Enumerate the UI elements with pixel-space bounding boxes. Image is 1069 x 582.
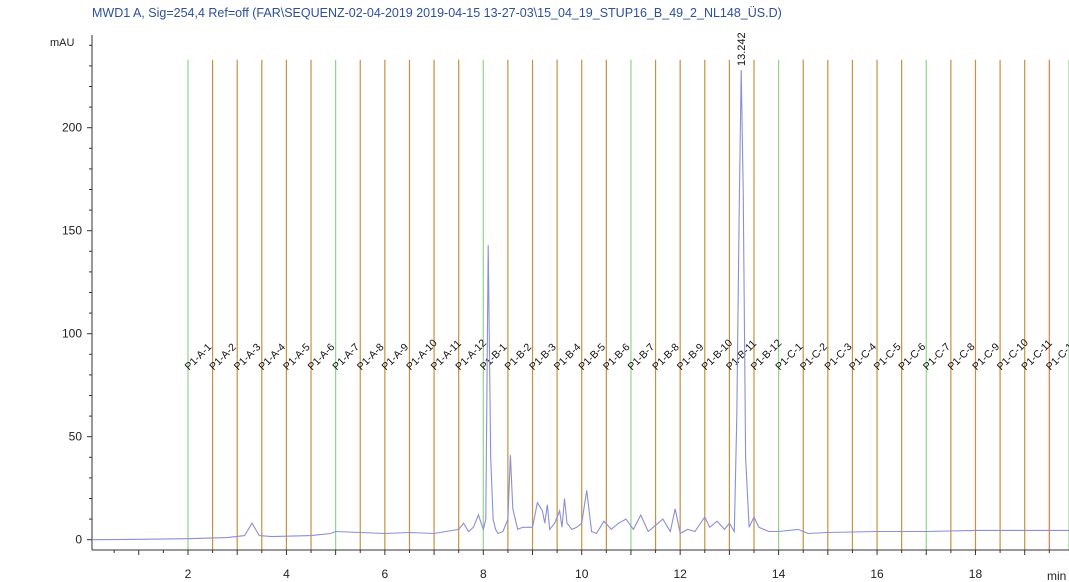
- x-axis-label: min: [1047, 569, 1066, 582]
- axes: [91, 35, 1069, 551]
- y-tick-label: 50: [69, 430, 83, 444]
- x-tick-label: 8: [480, 567, 487, 581]
- chromatogram-trace: [91, 69, 1069, 541]
- x-tick-label: 2: [185, 567, 192, 581]
- x-tick-label: 18: [969, 567, 983, 581]
- y-tick-label: 0: [75, 533, 82, 547]
- x-tick-label: 6: [382, 567, 389, 581]
- x-tick-label: 4: [283, 567, 290, 581]
- peak-label: 13.242: [736, 32, 748, 66]
- x-tick-label: 12: [673, 567, 687, 581]
- fraction-lines: [187, 59, 1069, 550]
- x-axis-ticks: 2 4 6 8 10 12 14 16 18: [113, 550, 1050, 581]
- x-tick-label: 16: [870, 567, 884, 581]
- x-tick-label: 10: [575, 567, 589, 581]
- chart-title: MWD1 A, Sig=254,4 Ref=off (FAR\SEQUENZ-0…: [92, 6, 782, 20]
- peak-labels: 13.242: [736, 32, 748, 66]
- y-axis-label: mAU: [50, 37, 75, 49]
- fraction-labels: P1-A-1P1-A-2P1-A-3P1-A-4P1-A-5P1-A-6P1-A…: [183, 337, 1069, 373]
- y-axis-ticks: 0 50 100 150 200: [62, 44, 92, 547]
- y-tick-label: 150: [62, 224, 82, 238]
- y-tick-label: 200: [62, 121, 82, 135]
- y-tick-label: 100: [62, 327, 82, 341]
- x-tick-label: 14: [772, 567, 786, 581]
